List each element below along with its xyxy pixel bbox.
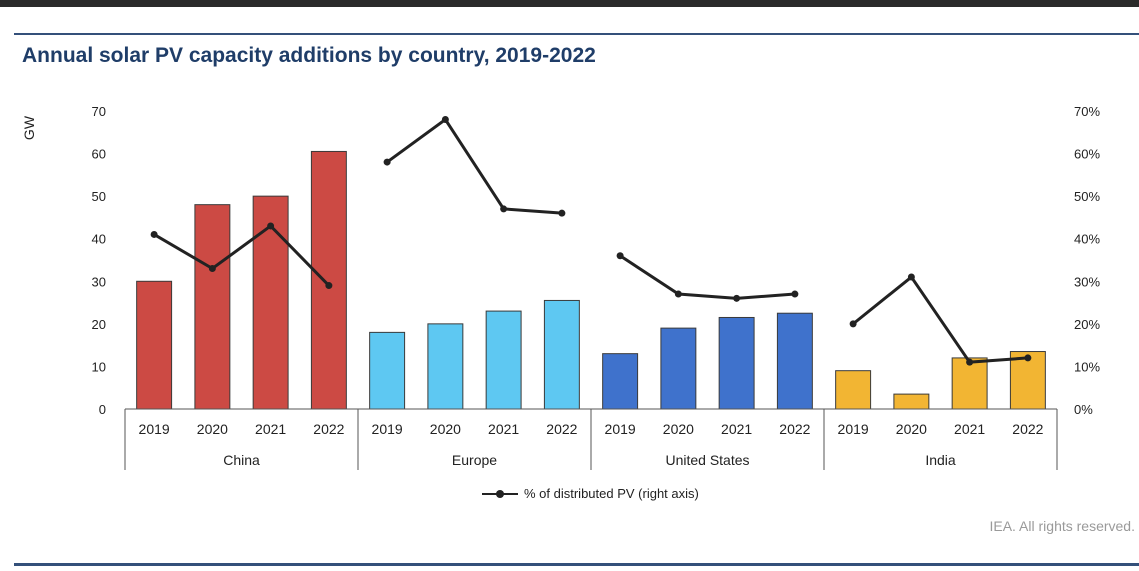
x-tick-label: 2020 (896, 421, 927, 437)
y-tick-label: 60 (92, 147, 106, 162)
line-point (500, 205, 508, 213)
distributed-share-line (619, 254, 795, 300)
x-tick-label: 2020 (663, 421, 694, 437)
legend-line-marker (482, 489, 518, 499)
bar (543, 299, 580, 410)
line-point (325, 282, 333, 290)
x-tick-label: 2019 (139, 421, 170, 437)
x-tick-label: 2022 (779, 421, 810, 437)
x-tick-label: 2020 (197, 421, 228, 437)
y-tick-label: 40 (92, 232, 106, 247)
line-point (849, 320, 857, 328)
line-point (966, 358, 974, 366)
bar (776, 312, 813, 410)
y-tick-label: 10 (92, 359, 106, 374)
y2-tick-label: 0% (1074, 402, 1093, 417)
x-tick-label: 2019 (838, 421, 869, 437)
distributed-share-line (852, 274, 1028, 364)
bar (369, 331, 406, 410)
legend-label: % of distributed PV (right axis) (524, 486, 699, 501)
group-label: United States (665, 452, 749, 468)
distributed-share-line (153, 223, 330, 287)
bottom-border (14, 563, 1139, 566)
y2-tick-label: 10% (1074, 359, 1100, 374)
y-axis-label: GW (21, 115, 37, 140)
y2-tick-label: 50% (1074, 189, 1100, 204)
y-tick-label: 20 (92, 317, 106, 332)
y2-tick-label: 30% (1074, 274, 1100, 289)
bar (602, 353, 639, 410)
y2-tick-label: 60% (1074, 147, 1100, 162)
bar (194, 204, 231, 410)
chart-title: Annual solar PV capacity additions by co… (22, 44, 596, 67)
x-tick-label: 2022 (1012, 421, 1043, 437)
bar (427, 323, 464, 410)
bar (485, 310, 522, 410)
x-tick-label: 2022 (313, 421, 344, 437)
line-point (733, 294, 741, 302)
x-tick-label: 2020 (430, 421, 461, 437)
top-border (0, 0, 1139, 7)
bar (951, 357, 988, 410)
group-label: Europe (452, 452, 497, 468)
y-tick-label: 70 (92, 104, 106, 119)
title-divider (14, 33, 1139, 35)
bar (252, 195, 289, 410)
bar (893, 393, 930, 410)
x-tick-label: 2021 (954, 421, 985, 437)
bar (310, 150, 347, 410)
line-point (441, 116, 449, 124)
y2-tick-label: 20% (1074, 317, 1100, 332)
line-point (791, 290, 799, 298)
group-label: China (223, 452, 260, 468)
y-tick-label: 30 (92, 274, 106, 289)
y-tick-label: 0 (99, 402, 106, 417)
line-point (150, 230, 158, 238)
line-point (616, 252, 624, 260)
x-tick-label: 2021 (255, 421, 286, 437)
y-tick-label: 50 (92, 189, 106, 204)
source-note: IEA. All rights reserved. (989, 518, 1135, 534)
bar (660, 327, 697, 410)
group-label: India (925, 452, 956, 468)
x-tick-label: 2019 (605, 421, 636, 437)
chart-legend: % of distributed PV (right axis) (482, 486, 699, 501)
line-point (558, 209, 566, 217)
line-point (907, 273, 915, 281)
line-point (674, 290, 682, 298)
bar (835, 370, 872, 410)
y2-tick-label: 40% (1074, 232, 1100, 247)
line-point (383, 158, 391, 166)
distributed-share-line (386, 117, 562, 215)
x-tick-label: 2021 (488, 421, 519, 437)
line-point (208, 265, 216, 273)
bar (718, 316, 755, 410)
x-tick-label: 2022 (546, 421, 577, 437)
bar (136, 280, 173, 410)
line-point (1024, 354, 1032, 362)
x-tick-label: 2021 (721, 421, 752, 437)
y2-tick-label: 70% (1074, 104, 1100, 119)
line-point (267, 222, 275, 230)
x-tick-label: 2019 (372, 421, 403, 437)
